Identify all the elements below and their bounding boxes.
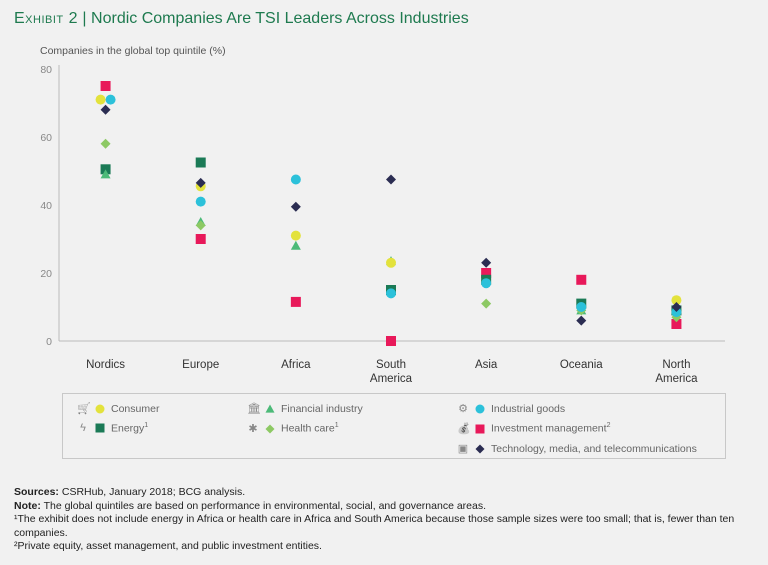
- legend-label: Consumer: [111, 402, 160, 415]
- note-label: Note:: [14, 499, 41, 512]
- note-text: The global quintiles are based on perfor…: [40, 499, 487, 512]
- legend-marker: [475, 404, 485, 413]
- sources-text: CSRHub, January 2018; BCG analysis.: [58, 486, 246, 498]
- legend-item: 🏛 Financial industry: [247, 402, 363, 416]
- data-point-consumer: [671, 295, 682, 306]
- title-separator: |: [82, 10, 87, 27]
- data-point-industrial-goods: [671, 307, 682, 318]
- y-tick-label: 40: [40, 200, 52, 212]
- legend-item: ✱ Health care1: [247, 422, 339, 435]
- legend-item: 💰 Investment management2: [457, 422, 610, 435]
- legend-item: ϟ Energy1: [77, 422, 148, 435]
- legend-marker-triangle-icon: [265, 404, 275, 413]
- x-tick-label: America: [655, 373, 698, 385]
- footnote-1: ¹The exhibit does not include energy in …: [14, 513, 735, 539]
- legend-marker: [475, 424, 485, 433]
- x-tick-label: Africa: [281, 359, 311, 371]
- data-point-consumer: [386, 257, 396, 268]
- gears-icon: ⚙: [458, 403, 468, 415]
- legend-marker-square-icon: [475, 424, 485, 433]
- sources-label: Sources:: [14, 486, 59, 498]
- x-tick-label: Europe: [182, 359, 219, 371]
- exhibit-number: Exhibit 2: [14, 10, 78, 27]
- data-point-technology-media-and-telecommunications: [386, 174, 396, 185]
- legend-marker: [475, 444, 485, 453]
- data-point-investment-management: [290, 296, 301, 307]
- x-tick-label: America: [370, 373, 413, 385]
- footnote-marker: 1: [334, 422, 339, 430]
- legend-label: Investment management2: [491, 422, 611, 435]
- legend-label: Energy1: [111, 422, 149, 435]
- legend-label: Financial industry: [281, 402, 363, 415]
- legend-marker: [265, 404, 275, 413]
- scatter-chart: 0 20 40 60 80 Nordics Europe Africa South America…: [40, 64, 725, 385]
- y-tick-label: 20: [40, 268, 52, 280]
- data-point-investment-management: [100, 81, 111, 91]
- legend-label: Technology, media, and telecommunication…: [491, 442, 697, 455]
- exhibit-title: Exhibit 2 | Nordic Companies Are TSI Lea…: [14, 10, 469, 28]
- y-axis-label: Companies in the global top quintile (%): [40, 45, 226, 57]
- legend: 🛒 Consumer 🏛 Financial industry ⚙ Industrial …: [62, 393, 726, 459]
- legend-label: Industrial goods: [491, 402, 566, 415]
- data-point-health-care: [100, 138, 111, 149]
- legend-item: ⚙ Industrial goods: [457, 402, 566, 416]
- legend-marker: [95, 404, 105, 413]
- data-point-consumer: [95, 94, 106, 105]
- data-point-technology-media-and-telecommunications: [100, 104, 111, 115]
- footnote-2: ²Private equity, asset management, and p…: [14, 540, 322, 552]
- money-bag-icon: 💰: [457, 423, 471, 435]
- legend-marker: [265, 424, 275, 433]
- legend-marker-circle-icon: [475, 404, 485, 413]
- data-point-technology-media-and-telecommunications: [481, 257, 492, 268]
- notes: Sources: CSRHub, January 2018; BCG analy…: [14, 486, 754, 554]
- chip-icon: ▣: [457, 443, 469, 455]
- data-point-financial-industry: [100, 169, 111, 179]
- legend-marker-circle-icon: [95, 404, 105, 413]
- legend-item: 🛒 Consumer: [77, 402, 160, 416]
- legend-marker-diamond-icon: [265, 424, 275, 433]
- lightning-icon: ϟ: [80, 422, 86, 435]
- data-point-investment-management: [671, 319, 682, 329]
- data-point-energy: [195, 157, 206, 168]
- data-point-health-care: [481, 298, 492, 309]
- y-tick-label: 60: [40, 132, 52, 144]
- data-point-investment-management: [195, 234, 206, 244]
- x-tick-label: Asia: [475, 359, 498, 371]
- data-point-technology-media-and-telecommunications: [195, 177, 206, 188]
- title-text: Nordic Companies Are TSI Leaders Across …: [91, 10, 469, 27]
- y-tick-label: 0: [46, 336, 52, 348]
- data-point-energy: [100, 164, 111, 175]
- data-point-investment-management: [481, 268, 492, 278]
- data-point-industrial-goods: [576, 302, 587, 312]
- data-point-industrial-goods: [195, 196, 206, 207]
- x-tick-label: Oceania: [560, 359, 603, 371]
- data-point-industrial-goods: [290, 174, 301, 185]
- data-point-health-care: [195, 220, 206, 231]
- legend-marker: [95, 423, 105, 433]
- data-point-investment-management: [386, 336, 396, 346]
- data-point-investment-management: [576, 274, 587, 285]
- footnote-marker: 2: [606, 422, 611, 430]
- x-tick-label: North: [662, 359, 690, 371]
- legend-marker-square-icon: [95, 423, 105, 433]
- data-point-industrial-goods: [386, 288, 396, 299]
- shopping-cart-icon: 🛒: [77, 403, 91, 415]
- data-point-technology-media-and-telecommunications: [290, 201, 301, 212]
- data-point-technology-media-and-telecommunications: [576, 315, 587, 326]
- footnote-marker: 1: [144, 422, 149, 429]
- y-tick-label: 80: [40, 64, 52, 76]
- data-point-technology-media-and-telecommunications: [671, 302, 682, 312]
- bank-icon: 🏛: [247, 403, 261, 415]
- legend-marker-diamond-icon: [475, 444, 485, 453]
- data-point-consumer: [290, 230, 301, 241]
- data-point-industrial-goods: [481, 278, 492, 289]
- data-point-industrial-goods: [105, 94, 116, 105]
- x-tick-label: South: [376, 359, 406, 371]
- medical-icon: ✱: [248, 423, 258, 435]
- data-point-financial-industry: [290, 240, 301, 250]
- legend-item: ▣ Technology, media, and telecommunicatio…: [457, 442, 697, 456]
- x-tick-label: Nordics: [86, 359, 125, 371]
- legend-label: Health care1: [281, 422, 339, 435]
